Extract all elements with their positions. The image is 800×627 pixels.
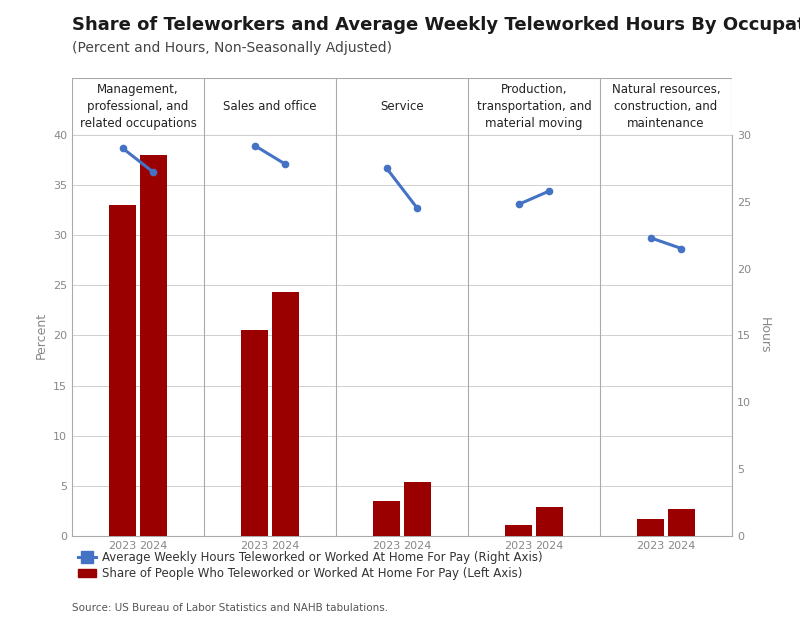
Bar	[506, 525, 532, 536]
Text: (Percent and Hours, Non-Seasonally Adjusted): (Percent and Hours, Non-Seasonally Adjus…	[72, 41, 392, 55]
Bar	[536, 507, 562, 536]
Text: Natural resources,
construction, and
maintenance: Natural resources, construction, and mai…	[612, 83, 720, 130]
Text: Share of Teleworkers and Average Weekly Teleworked Hours By Occupation For Q2: Share of Teleworkers and Average Weekly …	[72, 16, 800, 34]
Bar	[668, 509, 694, 536]
Text: Sales and office: Sales and office	[223, 100, 317, 113]
Text: Source: US Bureau of Labor Statistics and NAHB tabulations.: Source: US Bureau of Labor Statistics an…	[72, 603, 388, 613]
Legend: Average Weekly Hours Teleworked or Worked At Home For Pay (Right Axis), Share of: Average Weekly Hours Teleworked or Worke…	[78, 551, 542, 581]
Bar	[272, 292, 298, 536]
Bar	[638, 519, 664, 536]
Bar	[404, 482, 430, 536]
Text: Management,
professional, and
related occupations: Management, professional, and related oc…	[79, 83, 197, 130]
Text: Production,
transportation, and
material moving: Production, transportation, and material…	[477, 83, 591, 130]
Text: Service: Service	[380, 100, 424, 113]
Y-axis label: Percent: Percent	[34, 312, 47, 359]
Y-axis label: Hours: Hours	[758, 317, 770, 354]
Bar	[110, 205, 136, 536]
Bar	[140, 155, 166, 536]
Bar	[374, 501, 400, 536]
Bar	[242, 330, 268, 536]
